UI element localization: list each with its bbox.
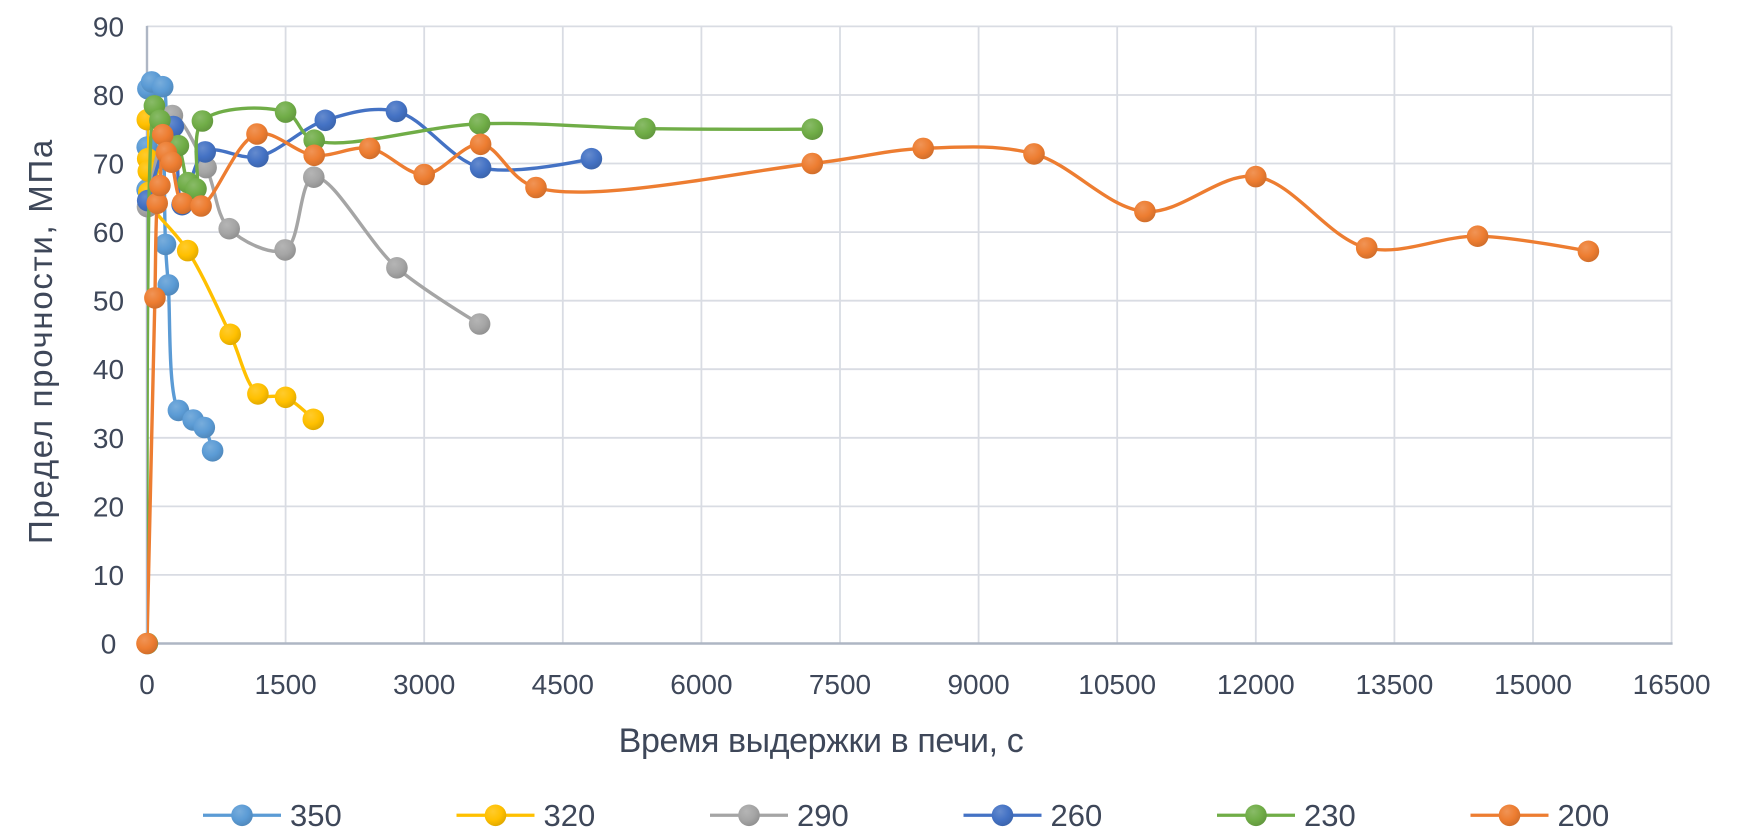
svg-text:12000: 12000: [1217, 669, 1295, 700]
svg-text:3000: 3000: [393, 669, 455, 700]
svg-text:7500: 7500: [809, 669, 871, 700]
svg-text:13500: 13500: [1355, 669, 1433, 700]
svg-text:16500: 16500: [1633, 669, 1711, 700]
svg-text:230: 230: [1304, 798, 1356, 833]
svg-text:200: 200: [1558, 798, 1610, 833]
svg-text:20: 20: [93, 491, 124, 522]
svg-text:Время выдержки в печи, с: Время выдержки в печи, с: [619, 722, 1024, 760]
svg-text:80: 80: [93, 80, 124, 111]
svg-text:6000: 6000: [670, 669, 732, 700]
svg-text:320: 320: [544, 798, 596, 833]
svg-text:90: 90: [93, 11, 124, 42]
svg-text:9000: 9000: [947, 669, 1009, 700]
svg-text:350: 350: [290, 798, 342, 833]
svg-text:15000: 15000: [1494, 669, 1572, 700]
svg-text:40: 40: [93, 354, 124, 385]
svg-text:0: 0: [139, 669, 155, 700]
svg-text:Предел прочности, МПа: Предел прочности, МПа: [22, 138, 59, 544]
svg-text:290: 290: [797, 798, 849, 833]
svg-text:260: 260: [1051, 798, 1103, 833]
svg-text:60: 60: [93, 217, 124, 248]
svg-text:10: 10: [93, 560, 124, 591]
svg-text:30: 30: [93, 423, 124, 454]
svg-text:50: 50: [93, 286, 124, 317]
svg-text:70: 70: [93, 149, 124, 180]
svg-text:10500: 10500: [1078, 669, 1156, 700]
svg-text:0: 0: [101, 629, 117, 660]
svg-text:4500: 4500: [532, 669, 594, 700]
svg-text:1500: 1500: [254, 669, 316, 700]
